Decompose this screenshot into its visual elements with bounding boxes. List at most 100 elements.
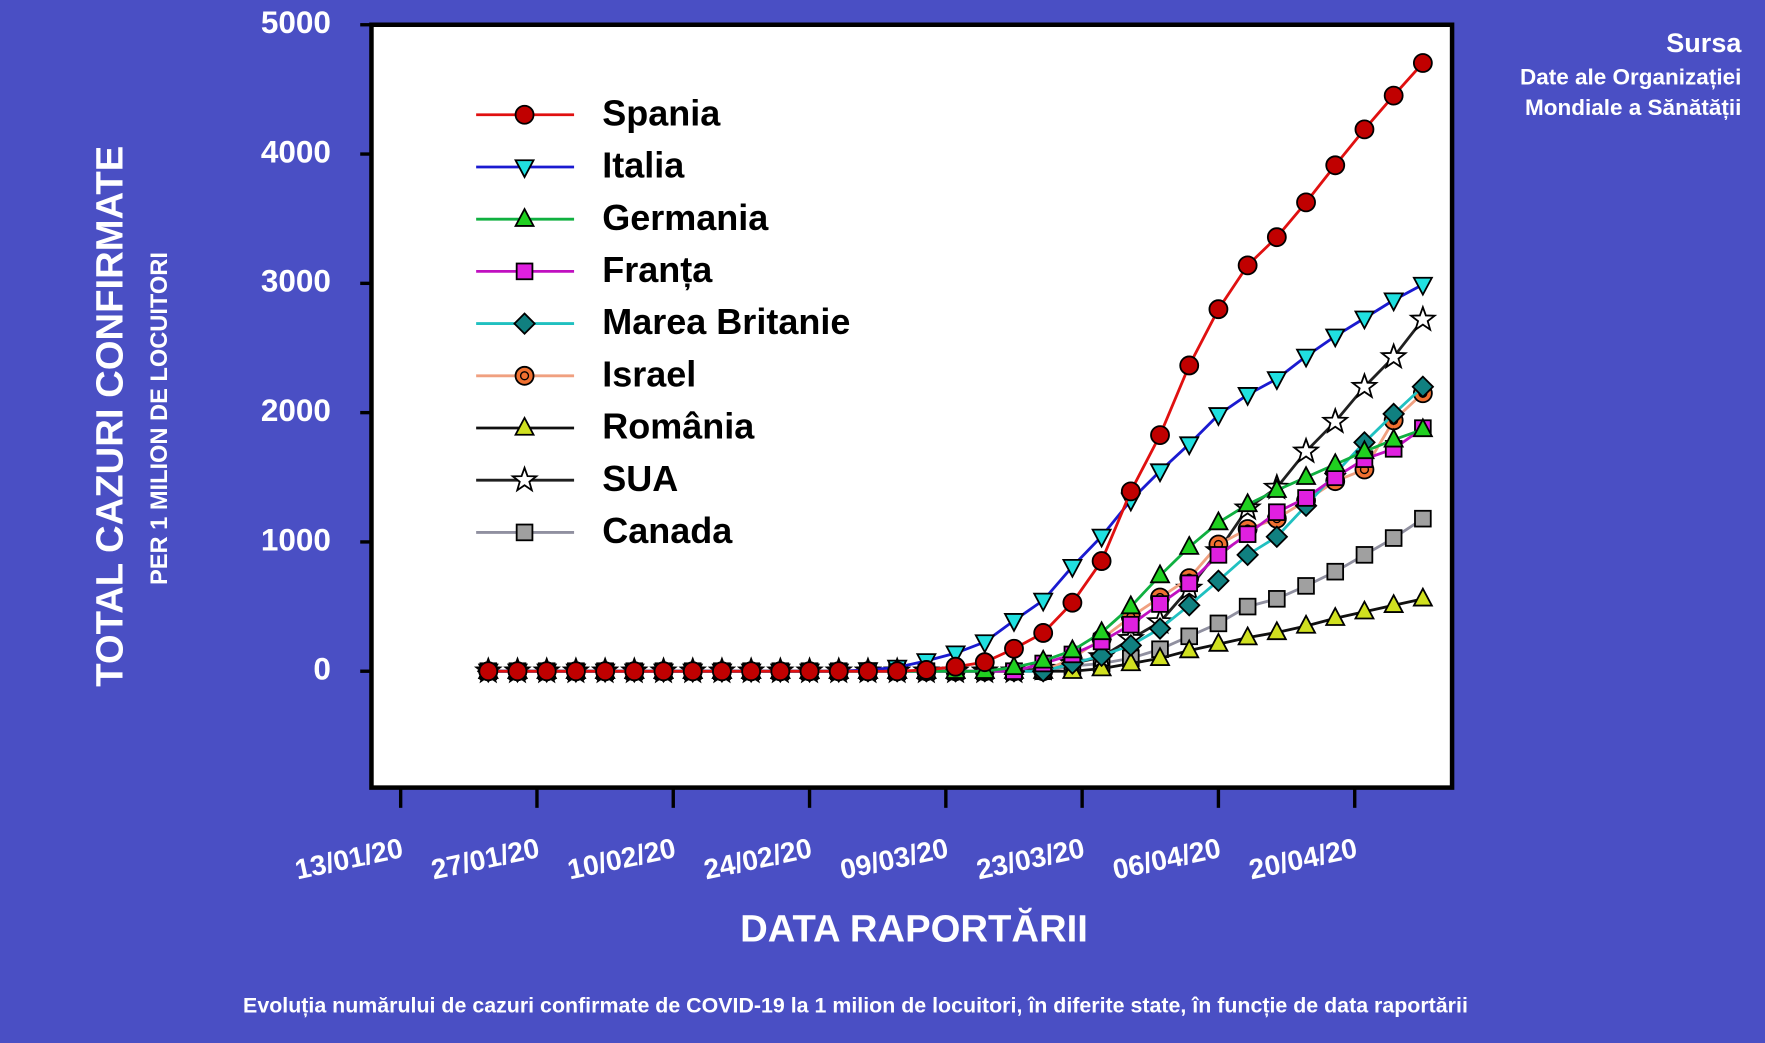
marker: [1296, 192, 1316, 213]
marker: [945, 656, 966, 677]
marker: [1207, 510, 1229, 531]
marker: [595, 661, 616, 682]
marker: [536, 661, 557, 682]
marker: [1268, 590, 1286, 608]
legend-label: Franța: [602, 249, 713, 291]
legend-marker: [515, 262, 534, 281]
marker: [1032, 592, 1054, 613]
marker: [1120, 651, 1142, 672]
marker: [1266, 478, 1288, 498]
marker: [1353, 310, 1375, 331]
marker: [1091, 551, 1112, 571]
legend-marker: [510, 465, 539, 493]
marker: [1237, 625, 1259, 646]
marker: [1295, 613, 1317, 634]
marker: [1412, 276, 1434, 297]
marker: [1237, 255, 1258, 276]
source-line: Date ale Organizației: [1520, 65, 1741, 90]
marker: [1209, 614, 1228, 633]
legend-label: România: [602, 406, 755, 447]
y-axis-sublabel: PER 1 MILION DE LOCUITORI: [147, 252, 173, 585]
marker: [1180, 574, 1199, 593]
legend-label: Marea Britanie: [602, 301, 850, 342]
marker: [1236, 543, 1260, 567]
marker: [1291, 436, 1321, 464]
marker: [1032, 648, 1054, 669]
y-tick-label: 0: [313, 651, 331, 687]
marker: [1411, 375, 1435, 399]
marker-detail: [519, 371, 530, 381]
marker: [1383, 85, 1404, 106]
source-line: Mondiale a Sănătății: [1525, 95, 1741, 120]
marker: [1383, 593, 1405, 613]
marker: [1414, 509, 1432, 528]
marker: [1382, 402, 1406, 426]
legend-marker: [514, 365, 535, 386]
marker: [916, 660, 937, 680]
marker: [1119, 633, 1143, 657]
y-tick-label: 3000: [261, 263, 331, 299]
marker: [1178, 535, 1200, 555]
marker: [1207, 569, 1230, 593]
marker: [1177, 593, 1201, 617]
y-axis-label: TOTAL CAZURI CONFIRMATE: [89, 146, 132, 687]
marker: [1324, 328, 1346, 349]
marker: [1061, 558, 1083, 579]
marker: [974, 634, 996, 655]
marker: [1149, 463, 1171, 484]
marker: [1408, 304, 1438, 332]
marker: [1265, 525, 1289, 549]
legend-label: Italia: [602, 145, 685, 186]
marker: [1266, 227, 1287, 248]
marker: [478, 661, 499, 682]
marker: [828, 661, 849, 682]
marker: [1412, 53, 1433, 73]
marker: [1295, 465, 1317, 485]
marker: [1326, 562, 1345, 581]
marker: [1355, 546, 1374, 564]
y-tick-label: 2000: [261, 392, 331, 428]
marker: [565, 661, 586, 682]
marker: [974, 652, 995, 673]
marker: [1150, 425, 1170, 446]
legend-label: Canada: [602, 510, 733, 551]
marker: [1209, 546, 1228, 564]
marker: [1004, 638, 1024, 659]
legend-marker: [515, 523, 534, 542]
legend-label: Germania: [602, 197, 769, 238]
marker: [624, 661, 645, 682]
marker: [799, 661, 820, 682]
marker: [1412, 417, 1434, 438]
marker: [1207, 407, 1229, 427]
marker: [1383, 292, 1405, 313]
marker: [1091, 528, 1113, 549]
marker: [1062, 592, 1083, 613]
marker: [1384, 529, 1403, 547]
y-tick-label: 4000: [261, 133, 331, 169]
marker: [1061, 638, 1083, 659]
marker: [945, 645, 967, 666]
marker: [1379, 342, 1408, 370]
marker: [1179, 355, 1200, 376]
marker: [1350, 371, 1379, 399]
x-axis-label: DATA RAPORTĂRII: [740, 907, 1088, 951]
marker: [682, 661, 703, 682]
legend-marker: [514, 159, 536, 180]
legend-marker: [514, 207, 536, 227]
legend-label: Spania: [602, 92, 721, 133]
y-tick-label: 1000: [261, 521, 331, 557]
marker: [1238, 597, 1257, 616]
marker: [1295, 348, 1317, 369]
marker: [1151, 595, 1169, 613]
source-title: Sursa: [1666, 28, 1742, 58]
marker: [1324, 452, 1346, 473]
marker: [1090, 644, 1114, 668]
marker: [1237, 492, 1259, 513]
legend: Spania Italia Germania Franța Marea Britanie…: [476, 92, 850, 551]
marker: [770, 661, 791, 682]
legend-marker: [514, 415, 536, 436]
plot-layer: Spania Italia Germania Franța Marea Britanie…: [473, 53, 1438, 684]
series-group: [473, 53, 1438, 684]
